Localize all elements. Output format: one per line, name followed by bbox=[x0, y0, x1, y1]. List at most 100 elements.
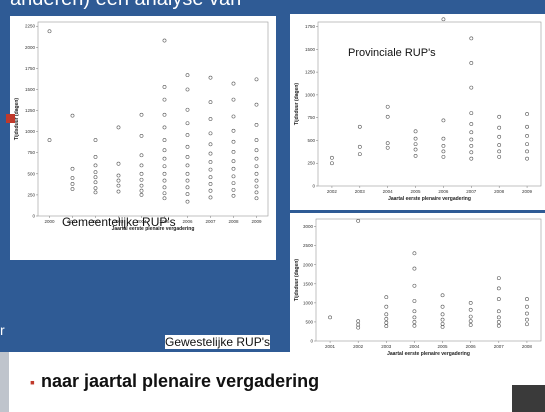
data-point bbox=[412, 251, 417, 256]
data-point bbox=[139, 188, 144, 193]
data-point bbox=[496, 315, 501, 320]
chart-gewestelijke: 0 500 1000 1500 2000 2500 3000 2001 2002 2003 2004… bbox=[294, 218, 542, 357]
data-point bbox=[162, 112, 167, 117]
y-tick-label: 1500 bbox=[303, 281, 314, 286]
data-point bbox=[469, 122, 474, 126]
data-point bbox=[162, 185, 167, 190]
data-point bbox=[231, 193, 236, 198]
data-point bbox=[468, 323, 473, 327]
data-point bbox=[162, 85, 167, 89]
chart-panel-provinciale: 0 250 500 750 1000 1250 1500 1750 2002 2003 2004 20… bbox=[290, 14, 545, 210]
y-tick-label: 1500 bbox=[305, 47, 316, 52]
data-point bbox=[441, 136, 446, 141]
data-point bbox=[185, 171, 190, 176]
data-point bbox=[93, 186, 98, 191]
data-point bbox=[208, 142, 213, 147]
data-point bbox=[497, 134, 502, 139]
y-tick-label: 2000 bbox=[25, 45, 36, 50]
chart-title: Provinciale RUP's bbox=[348, 47, 436, 59]
data-point bbox=[356, 322, 361, 327]
data-point bbox=[185, 121, 190, 126]
data-point bbox=[162, 148, 167, 153]
data-point bbox=[330, 155, 334, 160]
data-point bbox=[70, 182, 75, 186]
x-tick-label: 2000 bbox=[44, 219, 55, 224]
data-point bbox=[356, 219, 361, 223]
chart-gemeentelijke: 0 250 500 750 1000 1250 1500 1750 2000 2250 2000 20… bbox=[14, 21, 269, 232]
data-point bbox=[441, 154, 446, 159]
data-point bbox=[185, 107, 190, 112]
data-point bbox=[468, 300, 473, 305]
data-point bbox=[384, 312, 389, 317]
corner-block bbox=[512, 385, 545, 412]
data-point bbox=[254, 77, 259, 82]
data-point bbox=[525, 124, 529, 129]
data-point bbox=[139, 153, 144, 158]
data-point bbox=[440, 312, 445, 317]
data-point bbox=[185, 133, 190, 137]
y-axis-label: Tijdsduur (dagen) bbox=[294, 259, 300, 301]
x-tick-label: 2003 bbox=[113, 219, 124, 224]
x-tick-label: 2006 bbox=[182, 219, 193, 224]
data-point bbox=[70, 187, 75, 191]
data-point bbox=[440, 324, 445, 329]
data-point bbox=[412, 323, 417, 328]
data-point bbox=[497, 143, 502, 147]
x-tick-label: 2007 bbox=[205, 219, 216, 224]
data-point bbox=[441, 144, 446, 148]
data-point bbox=[413, 154, 418, 158]
data-point bbox=[93, 180, 98, 185]
data-point bbox=[116, 178, 121, 183]
data-point bbox=[185, 155, 190, 159]
data-point bbox=[162, 178, 167, 183]
data-point bbox=[162, 171, 167, 176]
x-tick-label: 2002 bbox=[90, 219, 101, 224]
data-point bbox=[357, 144, 362, 149]
data-point bbox=[254, 178, 259, 183]
y-tick-label: 3000 bbox=[303, 224, 314, 229]
data-point bbox=[525, 142, 529, 146]
data-point bbox=[384, 304, 389, 309]
y-axis-label: Tijdsduur (dagen) bbox=[294, 83, 300, 125]
data-point bbox=[468, 307, 473, 312]
data-point bbox=[162, 164, 167, 169]
y-tick-label: 250 bbox=[307, 161, 315, 166]
data-point bbox=[357, 124, 362, 129]
bullet-item: ▪ naar jaartal plenaire vergadering bbox=[30, 371, 319, 392]
data-point bbox=[497, 114, 502, 119]
data-point bbox=[384, 295, 389, 300]
data-point bbox=[469, 130, 474, 135]
data-point bbox=[162, 191, 167, 196]
bullet-text: naar jaartal plenaire vergadering bbox=[40, 371, 320, 391]
y-tick-label: 1500 bbox=[25, 87, 36, 92]
data-point bbox=[441, 149, 446, 154]
data-point bbox=[412, 299, 417, 303]
data-point bbox=[525, 322, 529, 327]
data-point bbox=[469, 85, 474, 90]
data-point bbox=[440, 304, 445, 309]
x-tick-label: 2004 bbox=[136, 219, 147, 224]
data-point bbox=[497, 149, 502, 154]
x-tick-label: 2001 bbox=[325, 344, 336, 349]
data-point bbox=[384, 316, 389, 321]
x-tick-label: 2005 bbox=[411, 189, 422, 194]
x-tick-label: 2008 bbox=[494, 189, 505, 194]
data-point bbox=[231, 159, 236, 164]
data-point bbox=[208, 182, 213, 186]
data-point bbox=[162, 125, 167, 130]
data-point bbox=[231, 128, 236, 133]
data-point bbox=[254, 190, 259, 195]
x-tick-label: 2005 bbox=[159, 219, 170, 224]
data-point bbox=[231, 174, 236, 179]
y-tick-label: 1000 bbox=[25, 129, 36, 134]
data-point bbox=[356, 325, 361, 330]
data-point bbox=[385, 141, 390, 146]
data-point bbox=[441, 17, 446, 22]
x-tick-label: 2004 bbox=[409, 344, 420, 349]
x-tick-label: 2008 bbox=[228, 219, 239, 224]
data-point bbox=[496, 297, 501, 301]
data-point bbox=[441, 118, 446, 123]
data-point bbox=[93, 163, 98, 168]
data-point bbox=[469, 137, 474, 142]
data-point bbox=[231, 181, 236, 186]
